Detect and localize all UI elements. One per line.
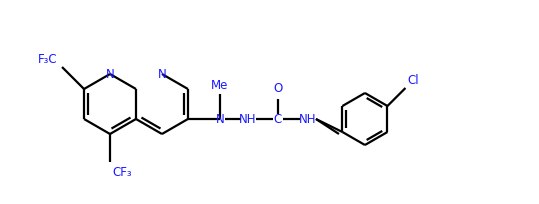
Text: Cl: Cl (407, 74, 419, 86)
Text: O: O (273, 82, 282, 94)
Text: F₃C: F₃C (37, 53, 57, 66)
Text: N: N (216, 113, 224, 126)
Text: NH: NH (239, 113, 257, 126)
Text: N: N (106, 68, 114, 81)
Text: C: C (274, 113, 282, 126)
Text: Me: Me (211, 79, 229, 92)
Text: N: N (157, 68, 167, 81)
Text: NH: NH (299, 113, 317, 126)
Text: CF₃: CF₃ (112, 165, 132, 178)
